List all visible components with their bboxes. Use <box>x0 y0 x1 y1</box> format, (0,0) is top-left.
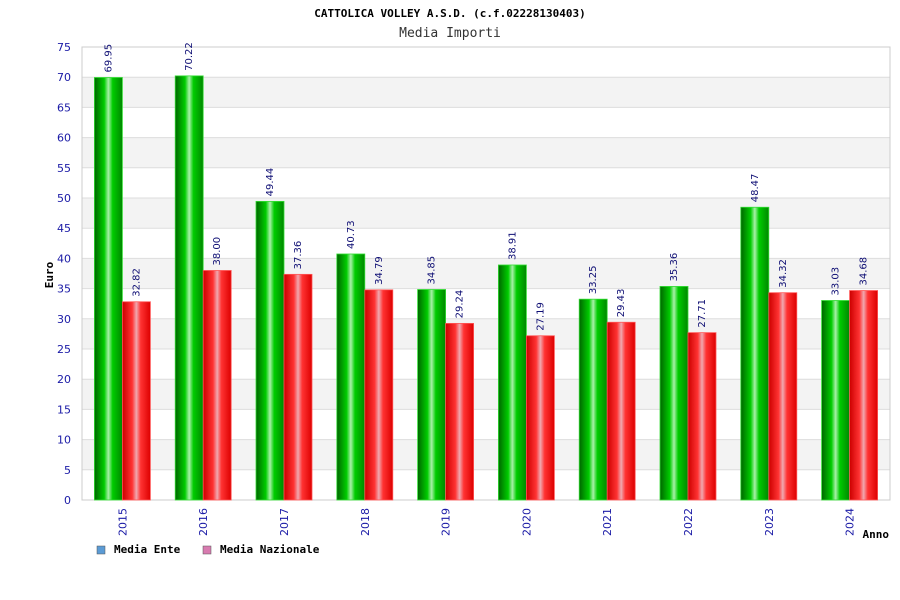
bar-media-nazionale-2020 <box>526 335 555 501</box>
value-label-media-nazionale-2016: 38.00 <box>212 237 223 266</box>
x-tick-label-2019: 2019 <box>440 508 453 536</box>
value-label-media-nazionale-2024: 34.68 <box>859 257 870 286</box>
bars: 69.95 32.82 70.22 38.00 49.44 37.36 40.73 34.79… <box>94 42 878 501</box>
y-tick-label: 40 <box>57 252 71 265</box>
x-tick-label-2018: 2018 <box>359 508 372 536</box>
bar-media-ente-2017 <box>255 200 285 501</box>
grid-band <box>82 47 890 78</box>
bar-media-nazionale-2015 <box>122 301 151 501</box>
grid-band <box>82 77 890 108</box>
x-axis-label: Anno <box>863 528 890 541</box>
bar-media-nazionale-2021 <box>606 321 636 501</box>
y-tick-label: 5 <box>64 464 71 477</box>
bar-media-ente-2019 <box>417 289 447 501</box>
legend: Media Ente Media Nazionale <box>96 543 320 556</box>
value-label-media-ente-2022: 35.36 <box>669 253 680 282</box>
x-tick-label-2022: 2022 <box>682 508 695 536</box>
bar-media-ente-2022 <box>659 286 689 501</box>
grid-band <box>82 107 890 138</box>
bar-media-nazionale-2024 <box>849 290 878 501</box>
value-label-media-ente-2024: 33.03 <box>831 267 842 296</box>
bar-media-ente-2023 <box>740 206 770 501</box>
bar-media-nazionale-2017 <box>283 273 313 501</box>
y-tick-label: 55 <box>57 162 71 175</box>
x-tick-label-2021: 2021 <box>601 508 614 536</box>
y-tick-label: 70 <box>57 71 71 84</box>
x-tick-label-2020: 2020 <box>520 508 533 536</box>
y-tick-label: 15 <box>57 403 71 416</box>
value-label-media-ente-2017: 49.44 <box>265 168 276 197</box>
legend-label-media-nazionale: Media Nazionale <box>220 543 320 556</box>
value-label-media-ente-2021: 33.25 <box>588 266 599 295</box>
bar-media-ente-2018 <box>336 253 366 501</box>
y-axis-label: Euro <box>43 261 56 288</box>
y-tick-label: 30 <box>57 313 71 326</box>
value-label-media-ente-2016: 70.22 <box>184 42 195 71</box>
y-tick-label: 60 <box>57 132 71 145</box>
value-label-media-nazionale-2020: 27.19 <box>535 302 546 331</box>
x-tick-label-2017: 2017 <box>278 508 291 536</box>
x-axis-ticks: 2015 2016 2017 2018 2019 2020 2021 2022 2023 2024 <box>116 508 856 536</box>
y-tick-label: 25 <box>57 343 71 356</box>
value-label-media-ente-2023: 48.47 <box>750 174 761 203</box>
legend-label-media-ente: Media Ente <box>114 543 181 556</box>
value-label-media-nazionale-2015: 32.82 <box>131 268 142 297</box>
x-tick-label-2015: 2015 <box>116 508 129 536</box>
value-label-media-nazionale-2021: 29.43 <box>616 289 627 318</box>
bar-media-ente-2016 <box>174 75 204 501</box>
y-axis-ticks: 0 5 10 15 20 25 30 35 40 45 50 55 60 65 70 75 <box>57 41 71 507</box>
y-tick-label: 50 <box>57 192 71 205</box>
y-tick-label: 0 <box>64 494 71 507</box>
bar-media-nazionale-2018 <box>364 289 394 501</box>
x-tick-label-2024: 2024 <box>844 508 857 536</box>
grid-band <box>82 167 890 198</box>
bar-media-ente-2024 <box>821 300 850 501</box>
value-label-media-ente-2019: 34.85 <box>427 256 438 285</box>
value-label-media-ente-2018: 40.73 <box>346 220 357 249</box>
value-label-media-nazionale-2018: 34.79 <box>374 256 385 285</box>
value-label-media-nazionale-2022: 27.71 <box>697 299 708 328</box>
y-tick-label: 10 <box>57 434 71 447</box>
y-tick-label: 45 <box>57 222 71 235</box>
y-tick-label: 20 <box>57 373 71 386</box>
bar-media-ente-2020 <box>497 264 527 501</box>
value-label-media-nazionale-2019: 29.24 <box>455 290 466 319</box>
bar-media-nazionale-2016 <box>202 270 232 501</box>
bar-media-nazionale-2019 <box>445 322 475 501</box>
bar-media-nazionale-2022 <box>687 332 717 501</box>
bar-media-nazionale-2023 <box>768 292 798 501</box>
chart-subtitle: Media Importi <box>399 26 501 41</box>
value-label-media-nazionale-2017: 37.36 <box>293 241 304 270</box>
bar-media-ente-2015 <box>94 77 123 501</box>
y-tick-label: 65 <box>57 101 71 114</box>
y-tick-label: 35 <box>57 283 71 296</box>
grid-band <box>82 137 890 168</box>
x-tick-label-2016: 2016 <box>197 508 210 536</box>
x-tick-label-2023: 2023 <box>763 508 776 536</box>
legend-swatch-media-nazionale <box>202 545 212 555</box>
value-label-media-ente-2020: 38.91 <box>507 231 518 260</box>
plot-border <box>81 46 891 501</box>
value-label-media-ente-2015: 69.95 <box>103 44 114 73</box>
y-tick-label: 75 <box>57 41 71 54</box>
legend-swatch-media-ente <box>96 545 106 555</box>
bar-media-ente-2021 <box>578 298 608 501</box>
value-label-media-nazionale-2023: 34.32 <box>778 259 789 288</box>
chart-title: CATTOLICA VOLLEY A.S.D. (c.f.02228130403… <box>314 7 586 20</box>
